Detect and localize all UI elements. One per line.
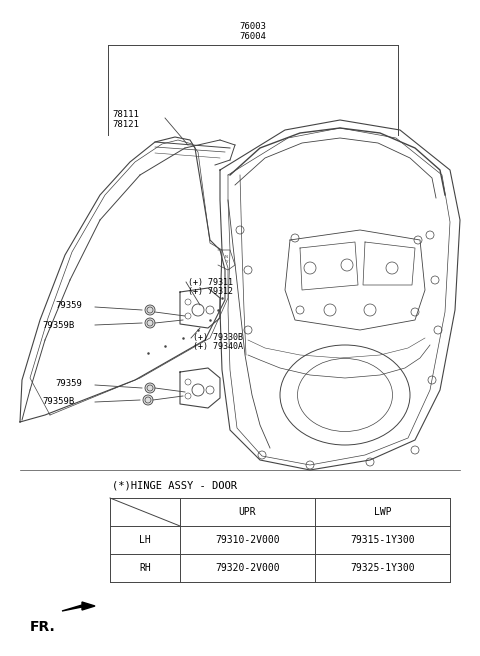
Text: RH: RH <box>139 563 151 573</box>
Text: 79359B: 79359B <box>42 321 74 329</box>
Text: 79359: 79359 <box>55 379 82 388</box>
Text: LH: LH <box>139 535 151 545</box>
Text: 78121: 78121 <box>112 120 139 129</box>
Text: 76004: 76004 <box>240 32 266 41</box>
Text: 79320-2V000: 79320-2V000 <box>215 563 280 573</box>
Text: (+) 79330B: (+) 79330B <box>193 333 243 342</box>
Text: FR.: FR. <box>30 620 56 634</box>
Text: UPR: UPR <box>239 507 256 517</box>
Circle shape <box>143 395 153 405</box>
Text: 79359B: 79359B <box>42 398 74 407</box>
Text: (*)HINGE ASSY - DOOR: (*)HINGE ASSY - DOOR <box>112 480 237 490</box>
Text: 79325-1Y300: 79325-1Y300 <box>350 563 415 573</box>
Text: 78111: 78111 <box>112 110 139 119</box>
Circle shape <box>145 383 155 393</box>
Polygon shape <box>62 602 95 611</box>
Circle shape <box>145 305 155 315</box>
Text: 79315-1Y300: 79315-1Y300 <box>350 535 415 545</box>
Circle shape <box>145 318 155 328</box>
Text: (+) 79311: (+) 79311 <box>188 278 233 287</box>
Text: 79359: 79359 <box>55 300 82 310</box>
Text: (+) 79312: (+) 79312 <box>188 287 233 296</box>
Text: (+) 79340A: (+) 79340A <box>193 342 243 351</box>
Text: LWP: LWP <box>374 507 391 517</box>
Text: 79310-2V000: 79310-2V000 <box>215 535 280 545</box>
Text: 76003: 76003 <box>240 22 266 31</box>
Text: N
Y: N Y <box>225 255 228 264</box>
